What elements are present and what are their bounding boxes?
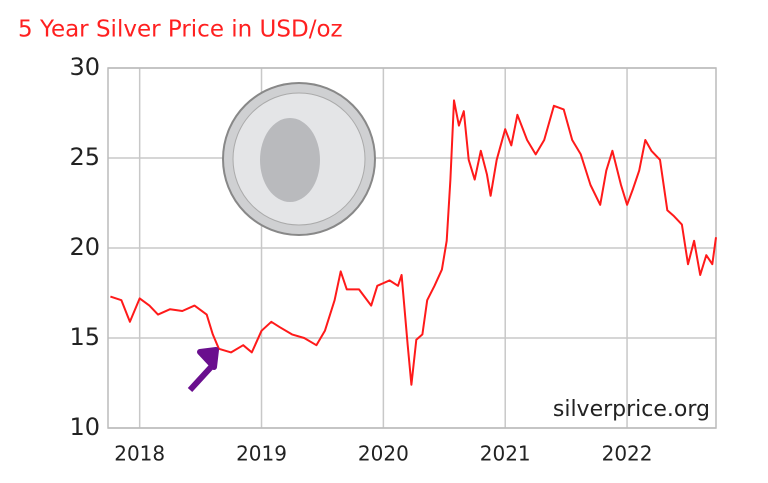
plot-frame (107, 67, 717, 429)
y-tick-label: 30 (69, 53, 100, 81)
x-tick-label: 2021 (480, 442, 531, 466)
x-tick-label: 2018 (114, 442, 165, 466)
y-tick-label: 25 (69, 143, 100, 171)
price-line (110, 99, 717, 386)
x-tick-label: 2019 (236, 442, 287, 466)
coin-head (260, 118, 320, 202)
y-tick-label: 10 (69, 413, 100, 441)
x-tick-label: 2020 (358, 442, 409, 466)
arrow (187, 347, 219, 393)
watermark: silverprice.org (553, 397, 710, 422)
y-tick-label: 15 (69, 323, 100, 351)
x-tick-label: 2022 (602, 442, 653, 466)
coin (222, 82, 376, 236)
y-tick-label: 20 (69, 233, 100, 261)
chart-title: 5 Year Silver Price in USD/oz (18, 17, 343, 43)
